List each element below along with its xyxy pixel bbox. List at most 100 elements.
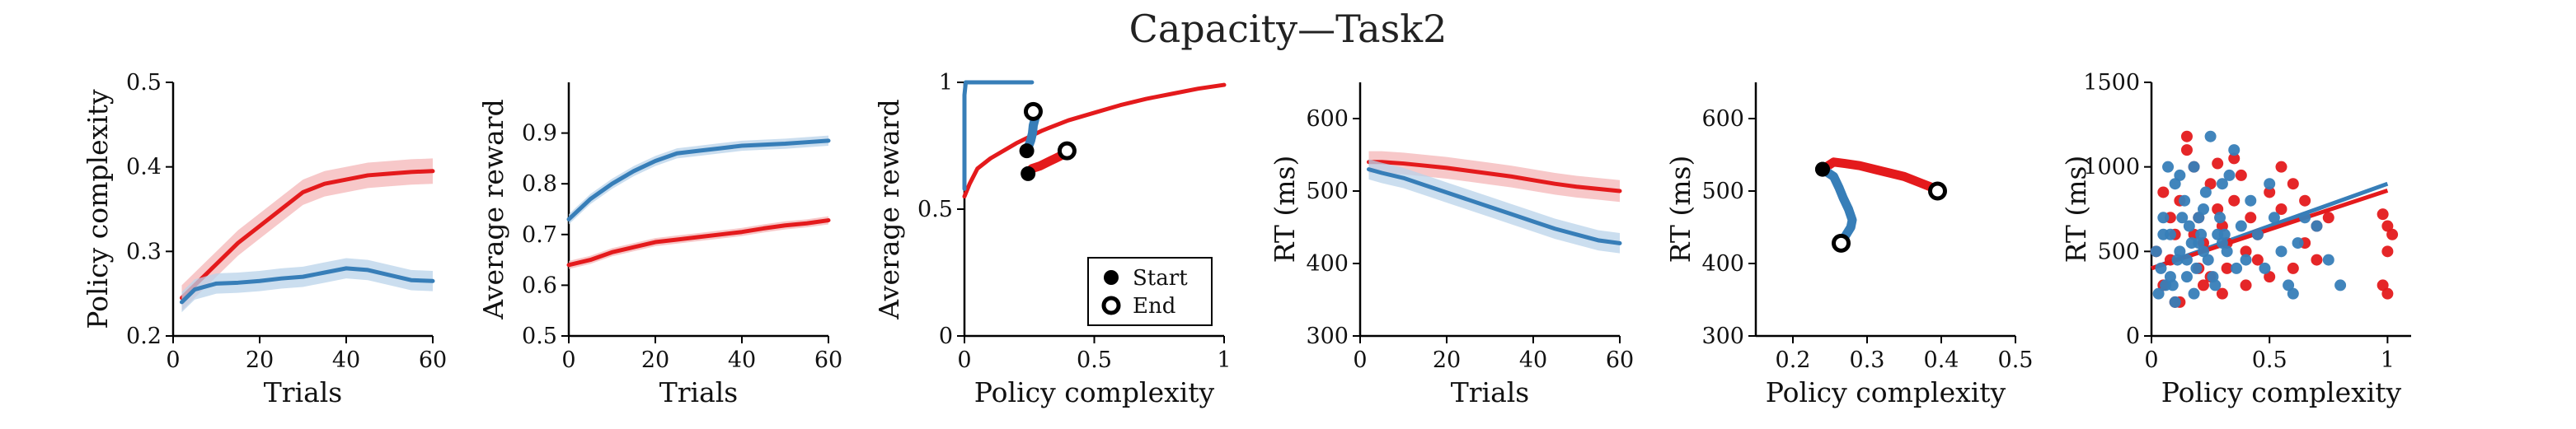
scatter-point-red: [2245, 212, 2257, 224]
panel-complexity-vs-trials: 0 20 40 60 0.2 0.3 0.4 0.5 Trials Policy complexi…: [82, 70, 447, 408]
y-tick-label: 600: [1701, 106, 1744, 132]
scatter-point-red: [2198, 279, 2209, 291]
y-tick-label: 400: [1701, 251, 1744, 277]
scatter-point-blue: [2164, 271, 2176, 283]
y-axis-label: Average reward: [873, 99, 905, 319]
scatter-point-red: [2377, 208, 2389, 221]
scatter-point-blue: [2322, 254, 2334, 266]
y-tick-label: 1000: [2083, 155, 2140, 180]
y-tick-label: 0.5: [126, 70, 162, 96]
x-tick-label: 60: [419, 347, 447, 373]
scatter-point-blue: [2169, 296, 2181, 308]
scatter-point-blue: [2251, 228, 2264, 240]
scatter-point-blue: [2283, 279, 2295, 291]
x-tick-label: 0.5: [1077, 347, 1112, 373]
scatter-point-red: [2221, 262, 2233, 274]
scatter-point-blue: [2334, 279, 2347, 291]
series-line-blue: [180, 266, 435, 305]
end-marker: [1928, 181, 1947, 201]
scatter-point-blue: [2188, 161, 2200, 173]
x-axis-label: Policy complexity: [2161, 376, 2402, 408]
y-axis-label: RT (ms): [1664, 156, 1696, 263]
x-tick-label: 20: [1433, 347, 1461, 373]
scatter-point-blue: [2185, 237, 2198, 249]
scatter-point-blue: [2171, 254, 2184, 266]
y-tick-label: 0.7: [522, 222, 557, 248]
x-axis-label: Trials: [1451, 376, 1530, 408]
start-marker: [1815, 161, 1830, 177]
x-axis-label: Trials: [659, 376, 739, 408]
scatter-point-blue: [2228, 144, 2241, 156]
panel-rt-vs-complexity-scatter: 0 0.5 1 0 500 1000 1500 Policy complexity RT (ms…: [2060, 70, 2411, 408]
y-tick-label: 0: [939, 324, 953, 349]
series-line-red: [1367, 160, 1622, 194]
scatter-point-blue: [2162, 161, 2175, 173]
figure-title: Capacity—Task2: [1128, 7, 1448, 51]
x-tick-label: 0: [1353, 347, 1367, 373]
scatter-point-red: [2240, 279, 2252, 291]
scatter-point-red: [2157, 186, 2170, 198]
scatter-point-red: [2275, 161, 2287, 173]
scatter-point-blue: [2264, 178, 2276, 190]
scatter-point-blue: [2240, 254, 2252, 266]
panel-reward-vs-trials: 0 20 40 60 0.5 0.6 0.7 0.8 0.9 Trials Average rewa…: [477, 82, 842, 408]
y-tick-label: 0.8: [522, 171, 557, 197]
scatter-point-red: [2386, 228, 2399, 240]
scatter-point-blue: [2183, 220, 2195, 232]
scatter-point-red: [2287, 262, 2299, 274]
scatter-point-blue: [2155, 262, 2167, 274]
y-axis-label: Policy complexity: [82, 89, 114, 329]
end-marker: [1023, 101, 1043, 121]
scatter-point-blue: [2169, 178, 2181, 190]
scatter-point-red: [2381, 220, 2394, 232]
scatter-point-red: [2377, 279, 2389, 291]
x-tick-label: 0.5: [1998, 347, 2034, 373]
y-tick-label: 0: [2126, 324, 2140, 349]
scatter-point-blue: [2179, 194, 2191, 207]
scatter-point-blue: [2204, 130, 2217, 142]
start-marker: [1021, 166, 1036, 181]
x-axis-label: Trials: [264, 376, 343, 408]
x-tick-label: 1: [2381, 347, 2395, 373]
error-band-red: [1368, 151, 1620, 203]
panel-rt-vs-trials: 0 20 40 60 300 400 500 600 Trials RT (ms): [1269, 82, 1634, 408]
series-line-red: [962, 82, 1227, 199]
scatter-point-red: [2275, 203, 2287, 215]
end-marker: [1057, 141, 1077, 161]
y-tick-label: 600: [1306, 106, 1349, 132]
x-tick-label: 0.4: [1924, 347, 1959, 373]
x-axis-label: Policy complexity: [1766, 376, 2006, 408]
scatter-point-red: [2235, 169, 2247, 181]
scatter-point-blue: [2198, 203, 2209, 215]
y-tick-label: 0.4: [126, 155, 162, 180]
scatter-point-red: [2216, 287, 2228, 300]
scatter-point-blue: [2190, 262, 2203, 274]
scatter-point-blue: [2198, 245, 2209, 258]
panel-rt-vs-complexity-trajectory: 0.2 0.3 0.4 0.5 300 400 500 600 Policy complexit…: [1664, 82, 2033, 408]
y-tick-label: 500: [1701, 179, 1744, 204]
scatter-point-blue: [2202, 254, 2214, 266]
x-tick-label: 60: [814, 347, 842, 373]
x-tick-label: 0.2: [1776, 347, 1811, 373]
scatter-point-blue: [2259, 262, 2271, 274]
x-tick-label: 0: [166, 347, 180, 373]
legend-start-marker: [1104, 270, 1119, 285]
scatter-point-red: [2287, 178, 2299, 190]
legend-label-end: End: [1133, 294, 1175, 319]
series-line-red: [180, 169, 435, 301]
scatter-point-red: [2381, 287, 2394, 300]
y-tick-label: 0.2: [126, 324, 162, 349]
scatter-point-blue: [2209, 279, 2222, 291]
scatter-point-blue: [2299, 212, 2311, 224]
scatter-point-red: [2228, 194, 2241, 207]
y-tick-label: 0.6: [522, 273, 557, 298]
x-tick-label: 0.3: [1850, 347, 1885, 373]
scatter-point-blue: [2275, 245, 2287, 258]
series-line-blue: [566, 138, 831, 221]
scatter-point-blue: [2235, 220, 2247, 232]
x-tick-label: 0: [2144, 347, 2158, 373]
y-axis-label: Average reward: [477, 99, 509, 319]
scatter-point-blue: [2218, 228, 2231, 240]
